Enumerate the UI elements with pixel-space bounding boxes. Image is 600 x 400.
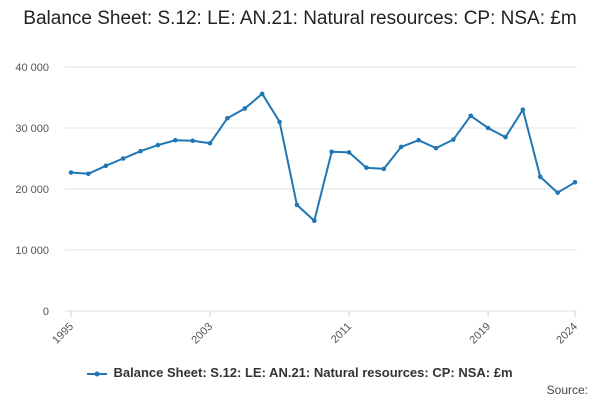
- data-point: [155, 142, 161, 148]
- source-label: Source:: [546, 383, 588, 397]
- data-point: [485, 125, 491, 131]
- data-point: [225, 115, 230, 121]
- grid-lines: [65, 66, 577, 312]
- data-point: [555, 190, 560, 195]
- data-point: [259, 91, 265, 97]
- data-point: [86, 171, 91, 177]
- data-point: [416, 137, 421, 143]
- x-tick-label: 2003: [189, 321, 215, 347]
- data-point: [68, 170, 74, 175]
- data-point: [503, 134, 508, 140]
- x-axis: 1995 2003 2011 2019 2024: [50, 311, 580, 346]
- x-tick-label: 1995: [50, 321, 76, 347]
- data-point: [294, 202, 300, 208]
- data-point: [242, 106, 248, 111]
- y-tick-label: 10 000: [15, 245, 49, 257]
- data-point: [190, 138, 195, 144]
- data-point: [172, 137, 178, 143]
- data-point: [103, 163, 109, 169]
- data-point: [433, 145, 439, 151]
- y-tick-label: 0: [43, 306, 49, 318]
- data-point: [138, 148, 143, 154]
- data-point: [381, 166, 387, 172]
- data-point: [520, 107, 526, 112]
- chart-title: Balance Sheet: S.12: LE: AN.21: Natural …: [23, 8, 577, 29]
- data-point: [364, 165, 369, 170]
- x-tick-label: 2024: [554, 321, 580, 347]
- data-point: [329, 149, 334, 155]
- data-point: [468, 113, 474, 119]
- data-point: [572, 179, 578, 185]
- y-tick-label: 20 000: [15, 184, 49, 196]
- legend[interactable]: Balance Sheet: S.12: LE: AN.21: Natural …: [0, 365, 600, 380]
- x-tick-label: 2019: [467, 321, 493, 347]
- y-tick-label: 30 000: [15, 123, 49, 135]
- data-point: [346, 150, 352, 155]
- legend-swatch: [87, 371, 108, 377]
- series-line: [70, 92, 576, 222]
- legend-label: Balance Sheet: S.12: LE: AN.21: Natural …: [113, 365, 513, 380]
- y-tick-label: 40 000: [15, 62, 49, 74]
- y-axis: 0 10 000 20 000 30 000 40 000: [15, 62, 49, 318]
- data-point: [537, 174, 543, 180]
- data-point: [312, 218, 317, 224]
- data-point: [451, 137, 456, 142]
- x-tick-label: 2011: [329, 321, 354, 346]
- data-point: [398, 144, 404, 150]
- data-point: [120, 156, 126, 161]
- data-point: [277, 119, 282, 125]
- data-point: [207, 140, 213, 146]
- series-group: [68, 91, 578, 224]
